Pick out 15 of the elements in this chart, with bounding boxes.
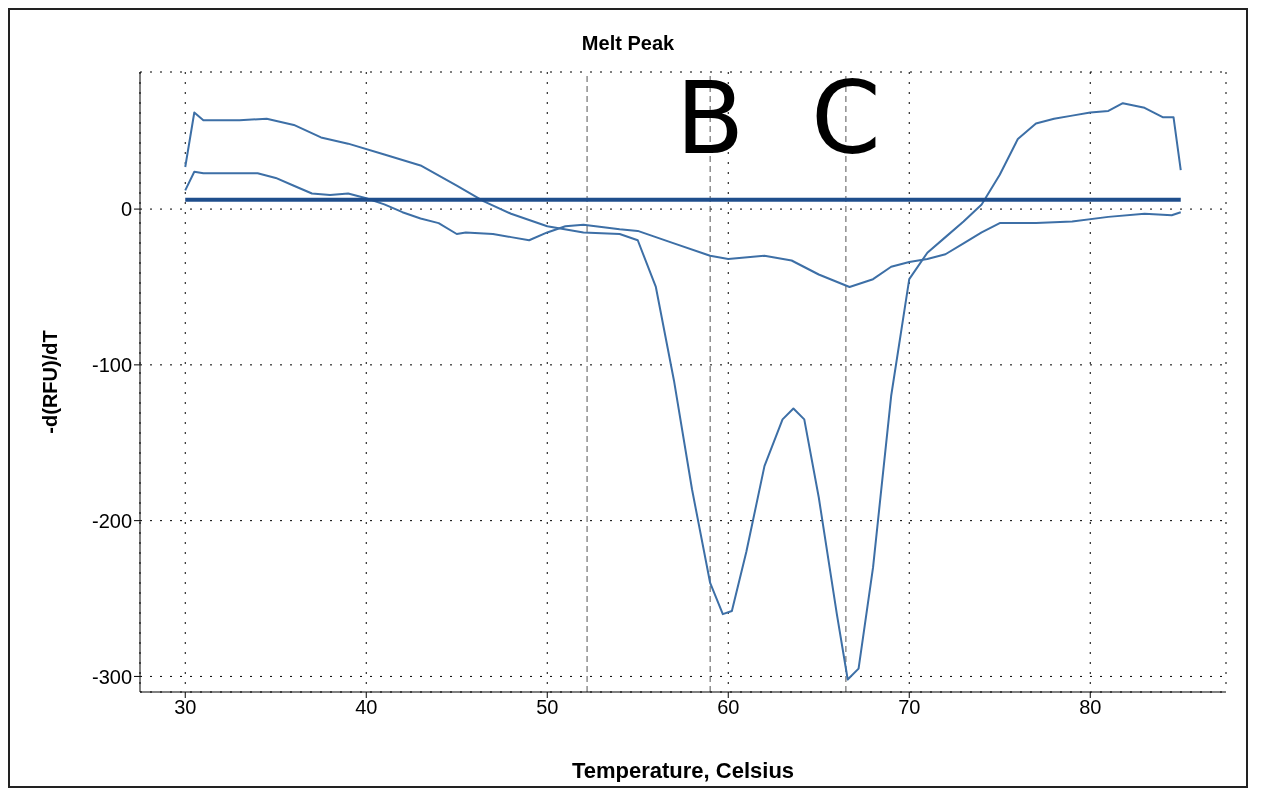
y-tick-label: 0 <box>120 198 132 221</box>
y-tick-label: -300 <box>91 665 132 688</box>
x-tick-label: 50 <box>536 696 559 719</box>
x-tick-label: 30 <box>174 696 197 719</box>
y-axis-title: -d(RFU)/dT <box>39 330 62 434</box>
ref-line-label: C <box>810 60 881 177</box>
ref-line-label: B <box>675 60 745 177</box>
y-tick-label: -200 <box>91 509 132 532</box>
x-tick-label: 40 <box>355 696 378 719</box>
x-tick-label: 60 <box>717 696 740 719</box>
y-tick-label: -100 <box>91 353 132 376</box>
x-axis-title: Temperature, Celsius <box>571 757 795 783</box>
chart-title: Melt Peak <box>581 32 675 54</box>
x-tick-label: 70 <box>898 696 921 719</box>
x-tick-label: 80 <box>1079 696 1102 719</box>
